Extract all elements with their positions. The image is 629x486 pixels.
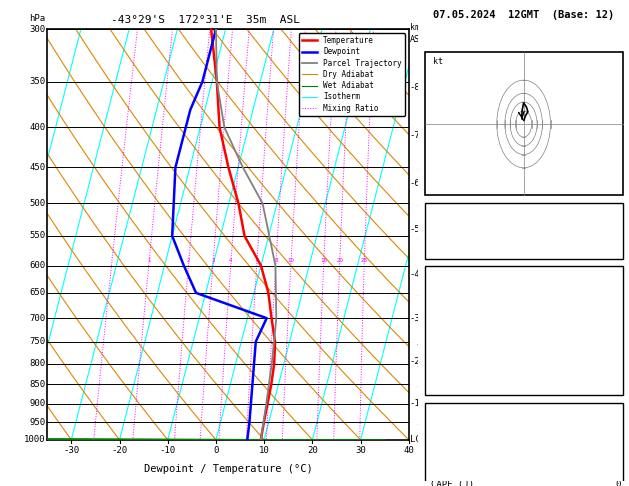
Text: 20: 20 <box>307 446 318 455</box>
Text: 500: 500 <box>29 199 45 208</box>
Text: PW (cm): PW (cm) <box>431 244 469 253</box>
Text: 750: 750 <box>29 337 45 346</box>
Text: 450: 450 <box>29 163 45 172</box>
Text: -10: -10 <box>160 446 175 455</box>
FancyBboxPatch shape <box>425 52 623 195</box>
Text: CAPE (J): CAPE (J) <box>431 481 474 486</box>
Bar <box>425 266 623 396</box>
Text: 4: 4 <box>229 258 233 263</box>
Text: 0: 0 <box>615 381 621 389</box>
Bar <box>425 402 623 486</box>
Text: 20: 20 <box>337 258 343 263</box>
Text: 296: 296 <box>604 326 621 335</box>
Text: 950: 950 <box>29 418 45 427</box>
Text: Totals Totals: Totals Totals <box>431 226 501 235</box>
Text: K: K <box>431 208 437 217</box>
Text: 298: 298 <box>604 444 621 453</box>
Text: Most Unstable: Most Unstable <box>489 408 559 417</box>
Text: 650: 650 <box>29 288 45 297</box>
Text: 28: 28 <box>361 258 368 263</box>
Text: © weatheronline.co.uk: © weatheronline.co.uk <box>475 470 572 479</box>
Text: kt: kt <box>433 57 443 66</box>
Text: 07.05.2024  12GMT  (Base: 12): 07.05.2024 12GMT (Base: 12) <box>433 10 615 19</box>
Text: Lifted Index: Lifted Index <box>431 462 496 471</box>
Text: 850: 850 <box>29 380 45 389</box>
Text: -5: -5 <box>409 225 420 234</box>
Text: LCL: LCL <box>409 435 426 444</box>
Text: 350: 350 <box>29 77 45 86</box>
Text: Lifted Index: Lifted Index <box>431 344 496 353</box>
Text: 9.3: 9.3 <box>604 290 621 299</box>
Text: CAPE (J): CAPE (J) <box>431 363 474 371</box>
Text: Temp (°C): Temp (°C) <box>431 290 479 299</box>
Text: 30: 30 <box>355 446 366 455</box>
Text: 16: 16 <box>320 258 327 263</box>
Text: Dewp (°C): Dewp (°C) <box>431 308 479 317</box>
Text: 10: 10 <box>259 446 270 455</box>
Text: -6: -6 <box>409 179 420 188</box>
Text: θₑ(K): θₑ(K) <box>431 326 458 335</box>
Text: θₑ (K): θₑ (K) <box>431 444 463 453</box>
Text: km: km <box>409 23 420 32</box>
Text: 8: 8 <box>274 258 277 263</box>
Bar <box>425 203 623 259</box>
Text: 2: 2 <box>187 258 191 263</box>
Text: -3: -3 <box>409 313 420 323</box>
Text: -8: -8 <box>409 83 420 92</box>
Text: Pressure (mb): Pressure (mb) <box>431 426 501 435</box>
Text: ASL: ASL <box>409 35 425 44</box>
Text: -1: -1 <box>409 399 420 408</box>
Text: 12: 12 <box>610 462 621 471</box>
Text: 300: 300 <box>29 25 45 34</box>
Text: -7: -7 <box>409 131 420 140</box>
Text: 900: 900 <box>29 399 45 408</box>
Text: 33: 33 <box>610 226 621 235</box>
Text: Dewpoint / Temperature (°C): Dewpoint / Temperature (°C) <box>143 465 313 474</box>
Text: 0: 0 <box>213 446 219 455</box>
Text: 40: 40 <box>403 446 415 455</box>
Text: -2: -2 <box>409 357 420 366</box>
Text: 0: 0 <box>615 363 621 371</box>
Text: 10: 10 <box>287 258 294 263</box>
Text: 6.5: 6.5 <box>604 308 621 317</box>
Text: Mixing Ratio (g/kg): Mixing Ratio (g/kg) <box>445 183 454 286</box>
Text: 800: 800 <box>29 359 45 368</box>
Text: 600: 600 <box>29 261 45 270</box>
Text: -43°29'S  172°31'E  35m  ASL: -43°29'S 172°31'E 35m ASL <box>111 15 301 25</box>
Text: 700: 700 <box>29 313 45 323</box>
Text: 1000: 1000 <box>24 435 45 444</box>
Text: 800: 800 <box>604 426 621 435</box>
Text: -20: -20 <box>111 446 128 455</box>
Text: 1.2: 1.2 <box>604 244 621 253</box>
Text: 550: 550 <box>29 231 45 241</box>
Text: -4: -4 <box>409 270 420 279</box>
Text: 400: 400 <box>29 123 45 132</box>
Text: 0: 0 <box>615 481 621 486</box>
Text: 1: 1 <box>147 258 151 263</box>
Text: 6: 6 <box>255 258 259 263</box>
Text: -30: -30 <box>64 446 79 455</box>
Legend: Temperature, Dewpoint, Parcel Trajectory, Dry Adiabat, Wet Adiabat, Isotherm, Mi: Temperature, Dewpoint, Parcel Trajectory… <box>299 33 405 116</box>
Text: Surface: Surface <box>505 272 542 281</box>
Text: 14: 14 <box>610 344 621 353</box>
Text: 3: 3 <box>211 258 215 263</box>
Text: hPa: hPa <box>29 14 45 23</box>
Text: -12: -12 <box>604 208 621 217</box>
Text: CIN (J): CIN (J) <box>431 381 469 389</box>
